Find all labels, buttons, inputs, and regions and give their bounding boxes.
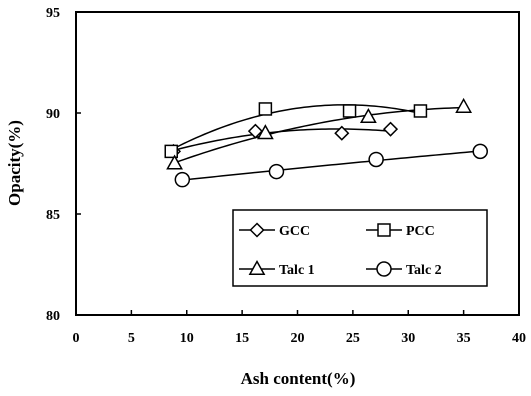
x-tick-label: 25 [346, 331, 360, 346]
y-tick-label: 85 [46, 208, 60, 223]
data-markers [164, 97, 488, 188]
data-point-talc-2 [268, 163, 285, 180]
data-point-talc-2 [368, 151, 384, 168]
legend-marker-pcc [377, 223, 391, 237]
x-tick-label: 40 [512, 331, 526, 346]
legend-item-talc-2: Talc 2 [366, 261, 442, 278]
legend-marker-talc-2 [376, 261, 392, 277]
legend-label: Talc 1 [279, 263, 315, 278]
y-tick-label: 80 [46, 309, 60, 324]
legend-label: Talc 2 [406, 263, 442, 278]
legend-item-talc-1: Talc 1 [239, 259, 315, 278]
fit-curves [170, 104, 481, 181]
data-point-talc-1 [359, 108, 377, 124]
x-axis-title: Ash content(%) [241, 369, 356, 388]
series-line-gcc [173, 128, 391, 152]
x-tick-label: 15 [235, 331, 249, 346]
x-tick-label: 20 [291, 331, 305, 346]
legend-label: GCC [279, 224, 310, 239]
data-point-gcc [334, 125, 350, 141]
legend-item-gcc: GCC [239, 222, 310, 239]
x-tick-label: 10 [180, 331, 194, 346]
data-point-talc-2 [174, 171, 191, 188]
legend-marker-gcc [249, 222, 265, 238]
y-tick-label: 90 [46, 107, 60, 122]
legend-label: PCC [406, 224, 435, 239]
legend: GCC PCC Talc 1 Talc 2 [232, 209, 488, 287]
x-tick-label: 5 [128, 331, 135, 346]
series-line-talc-2 [182, 150, 481, 181]
data-point-talc-1 [256, 124, 274, 140]
data-point-talc-1 [166, 154, 183, 170]
data-point-pcc [258, 102, 273, 116]
data-point-gcc [247, 123, 263, 139]
y-tick-label: 95 [46, 6, 60, 21]
x-tick-label: 35 [457, 331, 471, 346]
legend-marker-talc-1 [248, 259, 266, 275]
legend-item-pcc: PCC [366, 223, 435, 239]
y-axis-title: Opacity(%) [5, 120, 24, 206]
data-point-talc-1 [455, 97, 473, 113]
x-tick-label: 30 [401, 331, 415, 346]
data-point-gcc [382, 121, 399, 137]
data-point-pcc [413, 104, 428, 118]
data-point-talc-2 [472, 143, 488, 160]
data-point-pcc [342, 104, 357, 118]
legend-box [232, 209, 488, 287]
data-point-pcc [164, 144, 178, 159]
x-tick-label: 0 [73, 331, 80, 346]
series-line-pcc [170, 104, 421, 151]
axis-ticks: 0 5 10 15 20 25 30 35 40 80 85 90 95 [46, 6, 526, 346]
